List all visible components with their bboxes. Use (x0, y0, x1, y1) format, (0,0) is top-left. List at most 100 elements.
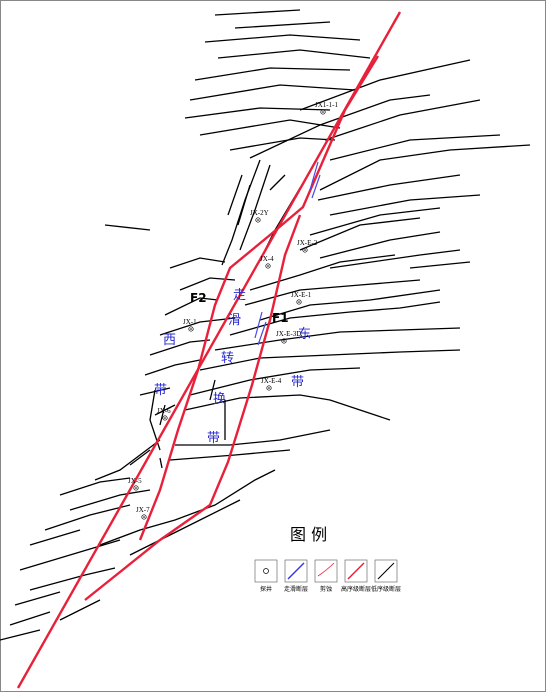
well-name: JX-5 (128, 477, 142, 485)
well-marker (266, 385, 272, 391)
fault-line (324, 99, 481, 141)
fault-f2 (138, 55, 380, 541)
fault-line (104, 224, 151, 231)
fault-line (204, 34, 361, 43)
fault-line (229, 137, 336, 151)
well-marker (302, 247, 308, 253)
fault-line (199, 119, 341, 136)
well-name: JX-1 (183, 318, 197, 326)
zone-label: 带 (291, 375, 304, 390)
fault-line (129, 499, 241, 556)
fault-line (189, 84, 356, 101)
fault-line (194, 67, 351, 81)
fault-line (214, 9, 301, 16)
well-name: JX-7 (136, 506, 150, 514)
legend-symbol (287, 562, 305, 580)
strike-slip-arrows (254, 161, 321, 346)
zone-label: 换 (213, 392, 226, 407)
well-name: JX-E-1 (291, 291, 312, 299)
well-dot (257, 219, 259, 221)
fault-line (14, 591, 61, 606)
fault-line (159, 457, 163, 469)
well-dot (268, 387, 270, 389)
fault-line (184, 394, 391, 421)
fault-line (164, 297, 219, 316)
slip-arrow (309, 161, 321, 199)
well-dot (322, 111, 324, 113)
fault-line (239, 164, 271, 251)
fault-line (319, 231, 441, 259)
fault-line (144, 359, 201, 376)
fault-line (299, 217, 421, 251)
legend-item: 剪蚀 (320, 585, 332, 593)
fault-line (19, 539, 121, 571)
fault-line (269, 174, 286, 191)
legend-symbol (317, 562, 335, 577)
legend: 探井 走滑断层 剪蚀 高序级断层 低序级断层 (254, 559, 401, 593)
fault-line (317, 174, 461, 201)
fault-line (227, 174, 243, 216)
well-dot (304, 249, 306, 251)
well-marker (188, 326, 194, 332)
fault-f2-branch (84, 214, 302, 601)
zone-label: 带 (154, 383, 167, 398)
fault-line (169, 449, 291, 461)
legend-symbol (377, 562, 395, 580)
well-dot (164, 417, 166, 419)
zone-label: 西 (163, 333, 176, 348)
well-marker (296, 299, 302, 305)
legend-item: 高序级断层 (341, 585, 371, 593)
legend-box (254, 559, 278, 583)
legend-item: 走滑断层 (284, 585, 308, 593)
well-name: JX-2Y (250, 209, 269, 217)
high-order-faults (16, 11, 402, 689)
well-name: JX-4 (260, 255, 274, 263)
fault-line (59, 477, 131, 496)
well-marker (320, 109, 326, 115)
legend-item: 低序级断层 (371, 585, 401, 593)
fault-line (217, 49, 371, 59)
fault-line (249, 94, 431, 159)
fault-line (159, 404, 166, 426)
fault-line (329, 134, 501, 161)
fault-line (234, 21, 331, 29)
fault-line (94, 439, 161, 481)
well-marker (133, 485, 139, 491)
zone-label: 东 (298, 327, 311, 342)
legend-item: 探井 (260, 585, 272, 593)
zone-label: 转 (221, 351, 234, 366)
well-marker (141, 514, 147, 520)
well-dot (143, 516, 145, 518)
fault-line (259, 289, 441, 321)
zone-label: 带 (207, 431, 220, 446)
well-name: JX-E-2 (297, 239, 318, 247)
well-name: JX-6 (157, 407, 171, 415)
fault-line (175, 429, 331, 446)
well-name: JX1-1-1 (315, 101, 338, 109)
fault-line (169, 257, 226, 269)
fault-line (149, 339, 211, 356)
low-order-faults (0, 9, 531, 641)
fault-line (249, 254, 396, 291)
fault-line (309, 207, 441, 236)
fault-line (0, 629, 41, 641)
well-name: JX-E-4 (261, 377, 282, 385)
zone-label: 走 (233, 288, 246, 303)
fault-line (299, 59, 471, 111)
well-dot (190, 328, 192, 330)
fault-line (199, 349, 461, 371)
fault-f1 (16, 11, 402, 689)
fault-line (149, 389, 161, 451)
fault-line (189, 367, 361, 396)
fault-line (319, 144, 531, 191)
fault-line (99, 469, 276, 546)
fault-line (244, 279, 421, 306)
well-marker (162, 415, 168, 421)
fault-line (159, 317, 236, 336)
fault-line (154, 404, 176, 416)
fault-line (69, 489, 151, 511)
fault-line (237, 184, 251, 226)
